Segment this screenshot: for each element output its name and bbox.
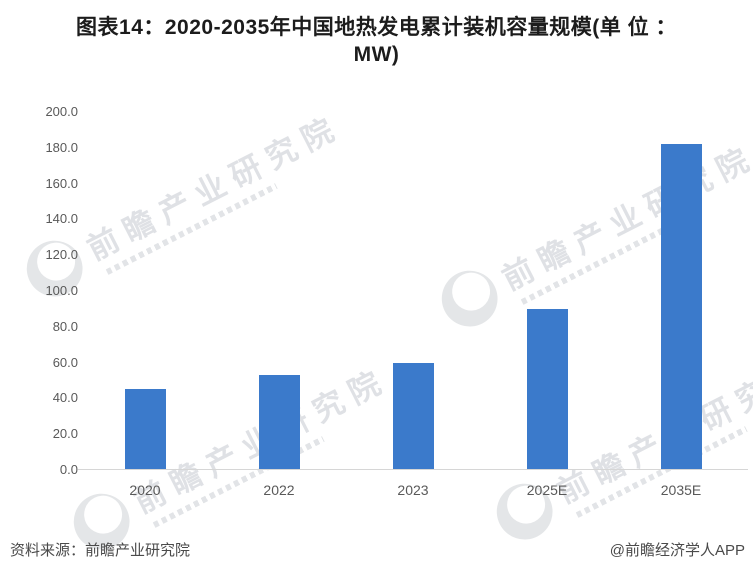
bar bbox=[124, 389, 166, 470]
x-axis-category-label: 2022 bbox=[263, 482, 295, 498]
qianzhan-swoosh-icon bbox=[16, 230, 96, 312]
y-axis-tick-label: 180.0 bbox=[45, 139, 78, 155]
x-axis-category-label: 2025E bbox=[526, 482, 568, 498]
watermark-subtext-strip bbox=[105, 183, 278, 275]
watermark-text-column: 前瞻产业研究院 bbox=[78, 102, 352, 278]
chart-title-line1: 图表14：2020-2035年中国地热发电累计装机容量规模(单 位 ： bbox=[76, 16, 677, 39]
bar bbox=[392, 363, 434, 470]
watermark-text-column: 前瞻产业研究院 bbox=[493, 132, 753, 308]
y-axis-tick-label: 0.0 bbox=[59, 462, 78, 477]
brand-watermark: 前瞻产业研究院 bbox=[63, 351, 402, 565]
y-axis-tick-label: 120.0 bbox=[45, 247, 78, 263]
bar bbox=[258, 375, 300, 470]
y-axis-tick-label: 80.0 bbox=[52, 318, 78, 334]
y-axis-tick-label: 140.0 bbox=[45, 211, 78, 227]
brand-watermark: 前瞻产业研究院 bbox=[431, 128, 753, 342]
bar bbox=[526, 309, 568, 470]
y-axis-tick-label: 200.0 bbox=[45, 104, 78, 119]
chart-title: 图表14：2020-2035年中国地热发电累计装机容量规模(单 位 ： MW) bbox=[10, 14, 743, 68]
x-axis-category-label: 2020 bbox=[129, 482, 161, 498]
y-axis-tick-label: 160.0 bbox=[45, 175, 78, 191]
brand-watermark: 前瞻产业研究院 bbox=[16, 98, 355, 312]
bar bbox=[660, 144, 702, 470]
qianzhan-swoosh-icon bbox=[431, 260, 511, 342]
y-axis-tick-label: 40.0 bbox=[52, 390, 78, 406]
source-text: 资料来源：前瞻产业研究院 bbox=[10, 542, 191, 559]
chart-title-line2: MW) bbox=[353, 43, 400, 66]
watermark-text: 前瞻产业研究院 bbox=[81, 108, 348, 267]
y-axis-tick-label: 60.0 bbox=[52, 354, 78, 370]
watermark-text: 前瞻产业研究院 bbox=[496, 138, 753, 297]
credit-text: @前瞻经济学人APP bbox=[609, 542, 745, 559]
x-axis-line bbox=[78, 469, 748, 470]
x-axis-category-label: 2023 bbox=[397, 482, 429, 498]
x-axis-category-label: 2035E bbox=[660, 482, 702, 498]
y-axis-tick-label: 100.0 bbox=[45, 283, 78, 298]
y-axis-tick-label: 20.0 bbox=[52, 426, 78, 442]
